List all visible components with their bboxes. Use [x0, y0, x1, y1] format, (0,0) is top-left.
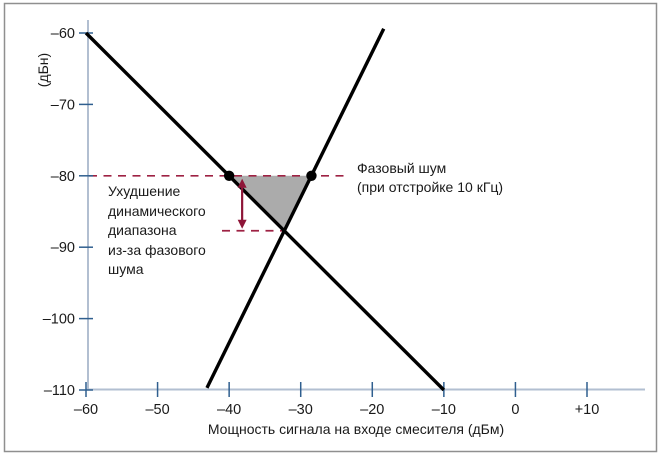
x-tick-label: –40	[217, 402, 241, 418]
y-tick-label: –60	[51, 26, 75, 42]
degradation-annotation: Ухудшение динамического диапазона из-за …	[108, 182, 206, 280]
degradation-arrow-head-top	[237, 178, 247, 188]
x-tick-label: 0	[511, 402, 519, 418]
marker-dot	[223, 170, 235, 181]
degradation-arrow-head-bottom	[237, 219, 247, 229]
degradation-annotation-line5: шума	[108, 261, 144, 277]
y-axis-title: (дБн)	[35, 52, 51, 88]
phase-noise-annotation-line1: Фазовый шум	[357, 160, 447, 176]
degradation-annotation-line4: из-за фазового	[108, 241, 206, 258]
x-tick-label: +10	[575, 402, 600, 418]
x-tick-label: –60	[74, 402, 98, 418]
x-axis-title: Мощность сигнала на входе смесителя (дБм…	[207, 421, 505, 437]
degradation-annotation-line2: динамического	[108, 202, 206, 219]
plot-border	[3, 2, 658, 453]
y-tick-label: –70	[51, 97, 75, 113]
y-tick-label: –100	[43, 312, 75, 328]
x-tick-label: –50	[145, 402, 169, 418]
phase-noise-annotation: Фазовый шум (при отстройке 10 кГц)	[357, 159, 503, 196]
y-tick-label: –90	[51, 240, 75, 256]
phase-noise-annotation-line2: (при отстройке 10 кГц)	[357, 178, 504, 195]
degradation-annotation-line1: Ухудшение	[108, 183, 181, 199]
x-tick-label: –20	[360, 402, 384, 418]
signal-response-line	[84, 31, 446, 392]
y-tick-label: –110	[44, 383, 75, 399]
y-tick-label: –80	[51, 169, 75, 185]
intermod-distortion-line	[205, 27, 386, 389]
degradation-annotation-line3: диапазона	[108, 222, 177, 238]
x-tick-label: –10	[432, 402, 456, 418]
x-tick-label: –30	[289, 402, 313, 418]
marker-dot	[306, 170, 317, 181]
